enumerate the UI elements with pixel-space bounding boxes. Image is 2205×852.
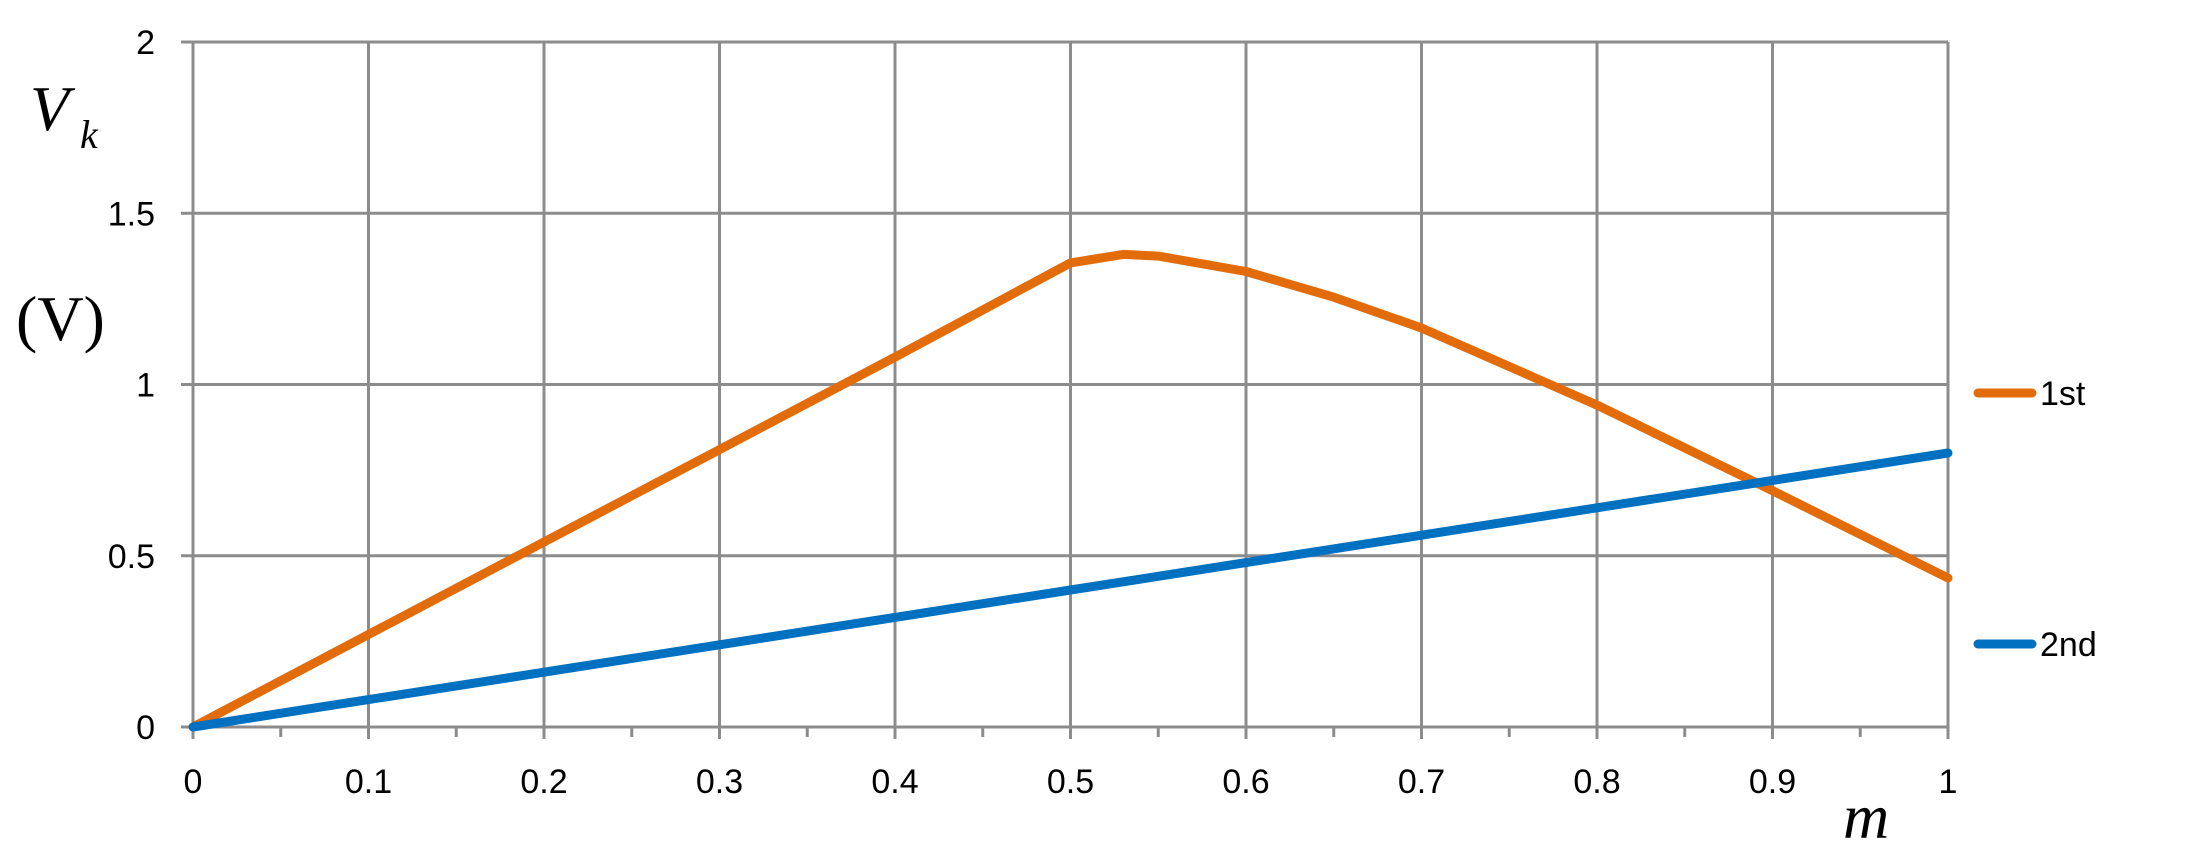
chart-tick-labels: 0 0.1 0.2 0.3 0.4 0.5 0.6 0.7 0.8 0.9 1 0 0.5 1 1.5 2	[108, 24, 1958, 801]
y-tick-label: 1.5	[108, 195, 155, 233]
chart-grid	[193, 40, 1950, 727]
x-tick-label: 0.2	[520, 763, 567, 801]
series-line-1st	[188, 249, 1953, 732]
y-axis-title-symbol: V	[30, 73, 76, 144]
x-tick-label: 0.8	[1573, 763, 1620, 801]
x-tick-label: 1	[1939, 763, 1958, 801]
legend-label: 1st	[2040, 375, 2086, 413]
x-tick-label: 0.9	[1749, 763, 1796, 801]
x-tick-label: 0.1	[345, 763, 392, 801]
x-tick-label: 0	[184, 763, 203, 801]
x-tick-label: 0.6	[1222, 763, 1269, 801]
chart-series	[188, 249, 1953, 732]
x-axis-title: m	[1843, 781, 1889, 852]
x-tick-label: 0.3	[696, 763, 743, 801]
series-line-2nd	[188, 448, 1953, 732]
y-tick-label: 0	[136, 709, 155, 747]
x-tick-label: 0.7	[1398, 763, 1445, 801]
y-tick-label: 1	[136, 367, 155, 405]
x-tick-label: 0.5	[1047, 763, 1094, 801]
chart-axes	[181, 40, 1950, 739]
y-tick-label: 2	[136, 24, 155, 62]
y-axis-title-unit: (V)	[16, 283, 105, 354]
y-tick-label: 0.5	[108, 538, 155, 576]
legend: 1st 2nd	[1973, 375, 2097, 664]
x-tick-label: 0.4	[871, 763, 918, 801]
legend-label: 2nd	[2040, 626, 2097, 664]
y-axis-title-subscript: k	[80, 112, 99, 157]
